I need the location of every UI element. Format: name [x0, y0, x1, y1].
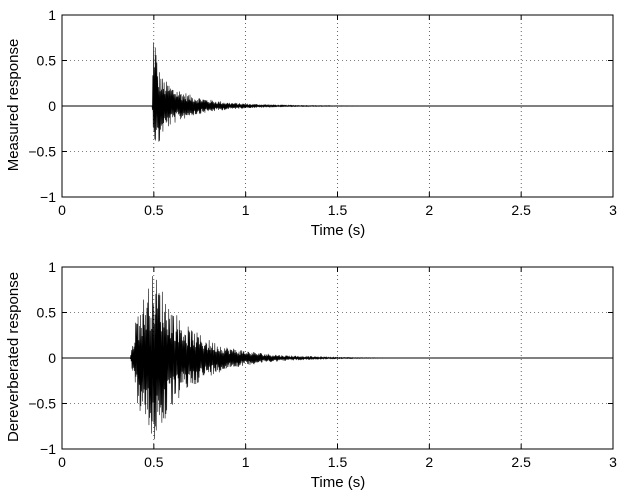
dereverberated-response-ytick-label-0: −1	[40, 441, 56, 457]
dereverberated-response-xtick-label-6: 3	[609, 454, 617, 470]
measured-response-xtick-label-2: 1	[242, 202, 250, 218]
dereverberated-response-ytick-label-1: −0.5	[28, 396, 56, 412]
measured-response-xtick-label-4: 2	[425, 202, 433, 218]
dereverberated-response-xtick-label-1: 0.5	[144, 454, 164, 470]
dereverberated-response-xtick-label-5: 2.5	[511, 454, 531, 470]
measured-response-xtick-label-6: 3	[609, 202, 617, 218]
dereverberated-response-panel: Time (s) Dereverberated response 0 0.5 1 1.…	[5, 259, 617, 491]
measured-response-ytick-label-3: 0.5	[37, 53, 57, 69]
measured-response-ylabel: Measured response	[5, 39, 22, 172]
dereverberated-response-xtick-label-0: 0	[58, 454, 66, 470]
dereverberated-response-xtick-label-3: 1.5	[328, 454, 348, 470]
measured-response-ytick-label-4: 1	[48, 7, 56, 23]
measured-response-xtick-label-5: 2.5	[511, 202, 531, 218]
dereverberated-response-ytick-label-4: 1	[48, 259, 56, 275]
measured-response-ytick-label-2: 0	[48, 98, 56, 114]
measured-response-xtick-label-0: 0	[58, 202, 66, 218]
dereverberated-response-xtick-label-4: 2	[425, 454, 433, 470]
dereverberated-response-ylabel: Dereverberated response	[5, 272, 22, 442]
measured-response-ytick-label-0: −1	[40, 189, 56, 205]
dereverberated-response-xtick-label-2: 1	[242, 454, 250, 470]
dereverberated-response-ytick-label-2: 0	[48, 350, 56, 366]
measured-response-xtick-label-3: 1.5	[328, 202, 348, 218]
measured-response-xtick-label-1: 0.5	[144, 202, 164, 218]
measured-response-panel: Time (s) Measured response 0 0.5 1 1.5 2 2.5 3…	[5, 7, 617, 239]
measured-response-xlabel: Time (s)	[311, 222, 365, 239]
measured-response-ytick-label-1: −0.5	[28, 144, 56, 160]
dereverberated-response-ytick-label-3: 0.5	[37, 305, 57, 321]
dereverberated-response-xlabel: Time (s)	[311, 474, 365, 491]
